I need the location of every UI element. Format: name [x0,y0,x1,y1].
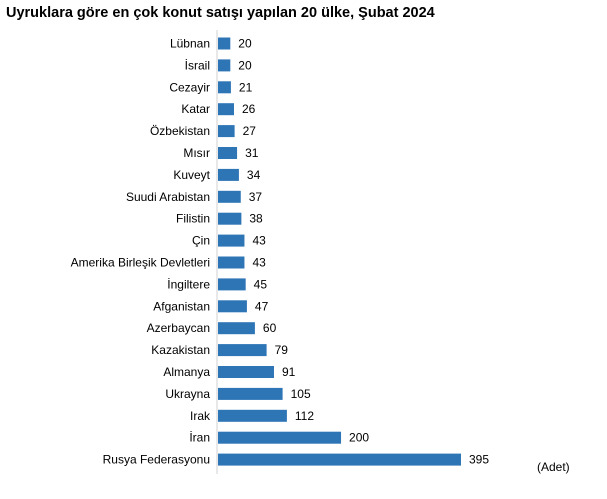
category-label: Rusya Federasyonu [103,453,210,467]
bar [218,322,255,335]
category-label: Mısır [183,146,210,160]
category-label: Özbekistan [150,124,210,138]
value-label: 60 [263,321,277,335]
value-label: 21 [239,80,253,94]
category-label: İngiltere [167,277,210,291]
value-label: 20 [238,58,252,72]
bar [218,453,461,466]
category-label: Amerika Birleşik Devletleri [71,256,210,270]
bar [218,366,274,378]
category-label: Almanya [163,365,210,379]
value-label: 91 [282,365,296,379]
bar [218,81,231,94]
value-label: 27 [243,124,257,138]
bar [218,256,245,269]
category-label: Lübnan [170,37,210,51]
value-label: 26 [242,102,256,116]
bar [218,409,287,422]
category-label: Katar [181,102,210,116]
bar [218,103,234,116]
category-label: Azerbaycan [147,321,210,335]
value-label: 47 [255,299,269,313]
category-label: Ukrayna [165,387,210,401]
value-label: 45 [254,277,268,291]
category-label: Afganistan [153,299,210,313]
value-label: 200 [349,431,369,445]
bar [218,212,242,225]
bar [218,431,342,444]
bar [218,344,267,357]
bar [218,387,283,400]
value-label: 112 [295,409,314,423]
category-label: Kuveyt [173,168,210,182]
bar [218,278,246,291]
bar [218,59,231,72]
category-label: Filistin [176,212,210,226]
category-label: İsrail [185,58,210,72]
value-label: 79 [275,343,289,357]
bar [218,300,247,313]
value-label: 43 [252,234,266,248]
bar [218,125,235,138]
category-label: Kazakistan [151,343,210,357]
value-label: 31 [245,146,259,160]
category-label: Irak [190,409,211,423]
value-label: 34 [247,168,261,182]
value-label: 38 [249,212,263,226]
value-label: 20 [238,37,252,51]
value-label: 37 [249,190,263,204]
bar [218,168,239,181]
bar [218,147,238,159]
category-label: Suudi Arabistan [126,190,210,204]
bar [218,37,231,50]
category-label: Çin [192,234,210,248]
value-label: 105 [291,387,311,401]
value-label: 395 [469,453,489,467]
bar [218,190,241,203]
category-label: Cezayir [169,80,210,94]
unit-label: (Adet) [537,460,570,474]
category-label: İran [189,431,210,445]
value-label: 43 [252,256,266,270]
chart-title: Uyruklara göre en çok konut satışı yapıl… [6,5,435,21]
bar [218,234,245,247]
